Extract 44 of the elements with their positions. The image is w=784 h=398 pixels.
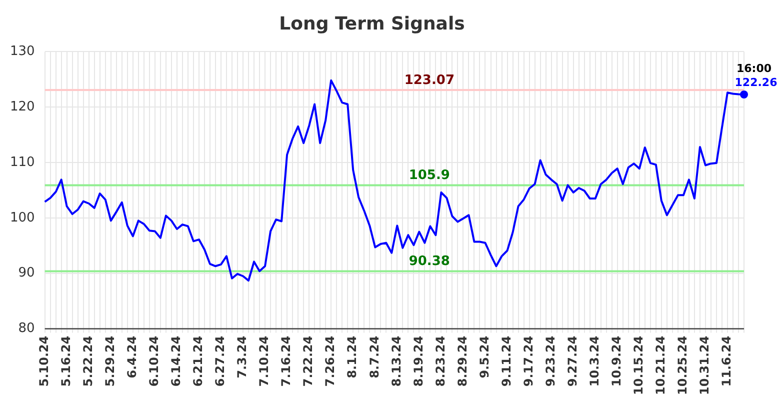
x-tick-label: 10.3.24 — [587, 336, 602, 387]
x-tick-label: 7.10.24 — [257, 336, 272, 387]
y-tick-label: 130 — [10, 44, 35, 59]
x-tick-label: 5.16.24 — [58, 336, 73, 387]
x-tick-label: 10.31.24 — [698, 336, 712, 396]
ref-line-label: 123.07 — [404, 72, 454, 88]
x-tick-label: 8.19.24 — [411, 336, 426, 387]
ref-line-label: 90.38 — [408, 254, 450, 270]
x-tick-label: 11.6.24 — [720, 336, 734, 387]
x-tick-label: 5.10.24 — [36, 336, 51, 387]
x-tick-label: 6.4.24 — [125, 336, 140, 378]
x-tick-label: 8.1.24 — [345, 336, 360, 378]
x-tick-label: 10.25.24 — [676, 336, 690, 396]
x-tick-label: 6.21.24 — [191, 336, 206, 387]
y-tick-label: 110 — [10, 154, 35, 170]
x-tick-label: 9.11.24 — [499, 336, 514, 387]
x-tick-label: 5.29.24 — [103, 336, 118, 387]
y-tick-label: 80 — [18, 321, 35, 336]
x-tick-label: 8.23.24 — [433, 336, 448, 387]
x-tick-label: 8.13.24 — [389, 336, 404, 387]
x-tick-label: 9.23.24 — [543, 336, 558, 387]
annotation: 16:00 — [736, 62, 772, 75]
x-tick-label: 7.26.24 — [323, 336, 338, 387]
x-tick-label: 6.14.24 — [169, 336, 184, 387]
x-tick-label: 9.27.24 — [565, 336, 580, 387]
data-label: 122.26 — [734, 76, 778, 89]
x-tick-label: 10.9.24 — [610, 336, 624, 387]
x-tick-label: 7.22.24 — [301, 336, 316, 387]
x-tick-label: 9.17.24 — [521, 336, 536, 387]
x-tick-label: 5.22.24 — [80, 336, 95, 387]
x-tick-label: 6.27.24 — [213, 336, 228, 387]
x-tick-label: 7.3.24 — [235, 336, 250, 378]
x-tick-label: 7.16.24 — [279, 336, 294, 387]
x-tick-label: 8.7.24 — [367, 336, 382, 378]
y-tick-label: 90 — [18, 266, 35, 281]
y-tick-label: 120 — [10, 99, 35, 114]
x-tick-label: 6.10.24 — [147, 336, 162, 387]
x-tick-label: 10.21.24 — [654, 336, 668, 396]
y-tick-label: 100 — [10, 210, 35, 226]
x-tick-label: 10.15.24 — [632, 336, 646, 396]
x-tick-label: 8.29.24 — [455, 336, 470, 387]
x-tick-label: 9.5.24 — [477, 336, 492, 378]
chart-title: Long Term Signals — [279, 13, 465, 34]
ref-line-label: 105.9 — [408, 168, 450, 184]
